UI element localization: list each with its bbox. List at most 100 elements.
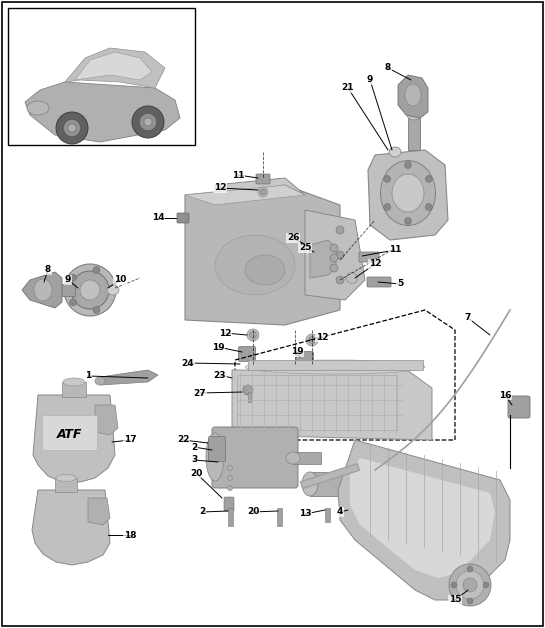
- Text: 12: 12: [219, 328, 231, 337]
- Circle shape: [347, 273, 358, 283]
- Polygon shape: [350, 458, 495, 578]
- Circle shape: [227, 465, 233, 470]
- Circle shape: [451, 582, 457, 588]
- Ellipse shape: [245, 255, 285, 285]
- Circle shape: [68, 124, 76, 132]
- Circle shape: [425, 175, 432, 183]
- Ellipse shape: [449, 564, 491, 606]
- Bar: [248, 360, 423, 370]
- Text: 12: 12: [214, 183, 226, 193]
- Bar: [228, 508, 233, 526]
- Bar: [42, 415, 97, 450]
- Text: 26: 26: [287, 234, 299, 242]
- Ellipse shape: [405, 84, 421, 106]
- Ellipse shape: [407, 110, 421, 120]
- Text: 3: 3: [191, 455, 197, 465]
- Polygon shape: [75, 52, 152, 80]
- Ellipse shape: [29, 281, 41, 299]
- Circle shape: [306, 334, 318, 346]
- Bar: [8, 8, 195, 145]
- Text: 14: 14: [152, 214, 164, 222]
- Ellipse shape: [95, 377, 105, 385]
- Circle shape: [227, 485, 233, 490]
- Polygon shape: [88, 498, 110, 525]
- Text: 12: 12: [369, 259, 382, 269]
- Ellipse shape: [71, 271, 109, 309]
- FancyBboxPatch shape: [212, 427, 298, 488]
- Bar: [237, 375, 397, 430]
- Text: 22: 22: [177, 435, 189, 445]
- Text: 27: 27: [193, 389, 207, 398]
- Circle shape: [330, 254, 338, 262]
- Text: 9: 9: [367, 75, 373, 85]
- Circle shape: [107, 286, 114, 293]
- Text: 8: 8: [45, 266, 51, 274]
- Circle shape: [404, 217, 411, 224]
- Text: 5: 5: [397, 279, 403, 288]
- Circle shape: [384, 175, 391, 183]
- Polygon shape: [25, 82, 180, 142]
- Ellipse shape: [63, 378, 85, 386]
- Text: 8: 8: [385, 63, 391, 72]
- Circle shape: [139, 113, 157, 131]
- Ellipse shape: [463, 578, 477, 592]
- Circle shape: [467, 598, 473, 604]
- Circle shape: [227, 475, 233, 480]
- Ellipse shape: [380, 161, 435, 225]
- Circle shape: [425, 203, 432, 210]
- Circle shape: [336, 251, 344, 259]
- Bar: [248, 392, 251, 402]
- Text: 20: 20: [247, 507, 259, 516]
- Ellipse shape: [286, 452, 300, 464]
- Circle shape: [70, 274, 76, 281]
- Text: 9: 9: [65, 276, 71, 284]
- Circle shape: [384, 203, 391, 210]
- Polygon shape: [100, 370, 158, 385]
- Text: 11: 11: [232, 170, 244, 180]
- Ellipse shape: [392, 174, 424, 212]
- Polygon shape: [305, 210, 365, 300]
- Circle shape: [70, 299, 76, 306]
- Text: 17: 17: [124, 435, 136, 445]
- Text: 2: 2: [191, 443, 197, 452]
- Polygon shape: [232, 370, 432, 440]
- Ellipse shape: [80, 280, 100, 300]
- FancyBboxPatch shape: [296, 352, 313, 367]
- Circle shape: [93, 306, 100, 313]
- Text: 10: 10: [114, 276, 126, 284]
- Circle shape: [132, 106, 164, 138]
- Text: 4: 4: [337, 507, 343, 516]
- Circle shape: [258, 187, 268, 197]
- Bar: [310, 472, 355, 496]
- Text: ATF: ATF: [56, 428, 82, 441]
- Bar: [350, 508, 355, 522]
- Ellipse shape: [347, 472, 363, 496]
- Circle shape: [250, 332, 257, 338]
- Text: 19: 19: [290, 347, 304, 357]
- Text: 23: 23: [214, 371, 226, 379]
- FancyBboxPatch shape: [256, 174, 270, 184]
- Text: 21: 21: [342, 84, 354, 92]
- Polygon shape: [368, 150, 448, 240]
- Bar: [55, 478, 77, 492]
- FancyBboxPatch shape: [508, 396, 530, 418]
- Ellipse shape: [389, 147, 401, 157]
- Text: 18: 18: [124, 531, 136, 539]
- Ellipse shape: [456, 571, 484, 599]
- Ellipse shape: [302, 472, 318, 496]
- Circle shape: [93, 266, 100, 274]
- Circle shape: [336, 226, 344, 234]
- Circle shape: [243, 385, 253, 395]
- Text: 12: 12: [316, 332, 328, 342]
- Text: 25: 25: [299, 244, 311, 252]
- FancyBboxPatch shape: [177, 213, 189, 223]
- Circle shape: [336, 276, 344, 284]
- Polygon shape: [185, 185, 340, 325]
- Polygon shape: [185, 185, 305, 205]
- Text: 1: 1: [85, 372, 91, 381]
- Circle shape: [247, 329, 259, 341]
- Circle shape: [404, 161, 411, 168]
- Ellipse shape: [56, 475, 76, 482]
- Circle shape: [483, 582, 489, 588]
- Polygon shape: [338, 440, 510, 600]
